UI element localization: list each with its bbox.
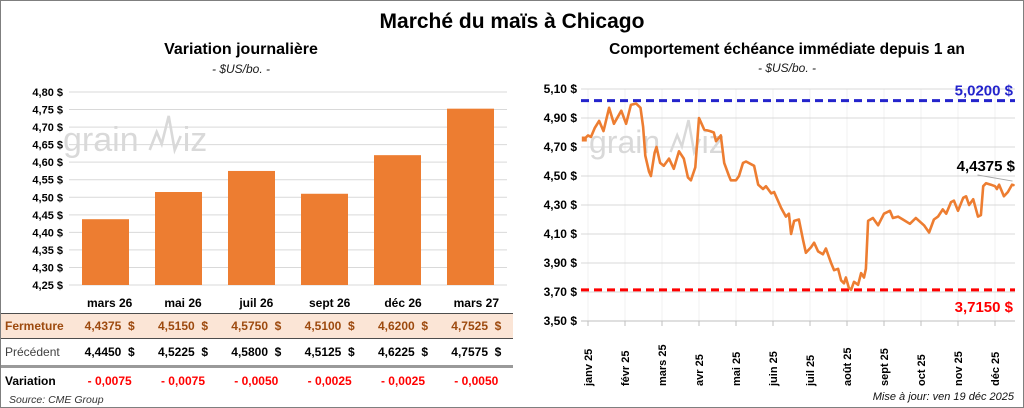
svg-text:4,70 $: 4,70 $ xyxy=(544,140,578,154)
svg-text:avr 25: avr 25 xyxy=(694,354,706,386)
variation-value: - 0,0025 xyxy=(380,373,426,388)
svg-text:sept 25: sept 25 xyxy=(879,348,891,386)
svg-text:4,30 $: 4,30 $ xyxy=(544,198,578,212)
row-label: Précédent xyxy=(5,345,60,359)
svg-text:4,55 $: 4,55 $ xyxy=(32,175,63,187)
line-start-marker xyxy=(581,136,587,142)
bar-mai 26 xyxy=(155,192,202,285)
daily-variation-bar-chart: 4,25 $ 4,30 $ 4,35 $ 4,40 $ 4,45 $ 4,50 $ 4,55… xyxy=(32,87,507,291)
precedent-value: 4,5225 $ xyxy=(157,345,209,359)
fermeture-value: 4,5150 $ xyxy=(157,319,209,333)
variation-value: - 0,0075 xyxy=(87,373,132,388)
svg-text:4,30 $: 4,30 $ xyxy=(32,262,63,274)
variation-value: - 0,0050 xyxy=(454,373,499,388)
svg-text:4,25 $: 4,25 $ xyxy=(32,280,63,291)
svg-text:oct 25: oct 25 xyxy=(916,354,928,386)
grainwiz-watermark: grain iz xyxy=(589,119,725,160)
svg-text:juin 25: juin 25 xyxy=(768,351,780,387)
column-header: mars 27 xyxy=(453,295,500,310)
svg-text:3,90 $: 3,90 $ xyxy=(544,256,578,270)
last-value-label: 4,4375 $ xyxy=(957,158,1016,175)
bars xyxy=(82,108,494,285)
svg-text:mai 25: mai 25 xyxy=(731,352,743,386)
bar-mars 27 xyxy=(447,108,494,285)
grainwiz-watermark: grain iz xyxy=(63,115,208,159)
fermeture-value: 4,5100 $ xyxy=(304,319,355,333)
svg-text:5,10 $: 5,10 $ xyxy=(544,82,578,96)
page-title: Marché du maïs à Chicago xyxy=(379,10,645,33)
bar-y-axis-labels: 4,25 $ 4,30 $ 4,35 $ 4,40 $ 4,45 $ 4,50 $ 4,55… xyxy=(32,87,63,291)
svg-text:janv 25: janv 25 xyxy=(583,349,595,387)
svg-text:4,75 $: 4,75 $ xyxy=(32,105,63,117)
column-header: juil 26 xyxy=(239,295,274,310)
svg-text:mars 25: mars 25 xyxy=(657,344,669,386)
variation-value: - 0,0050 xyxy=(234,373,279,388)
svg-text:4,10 $: 4,10 $ xyxy=(544,227,578,241)
bar-sept 26 xyxy=(301,193,348,285)
table-header-row: mars 26 mai 26 juil 26 sept 26 déc 26 mars 27 xyxy=(1,292,513,313)
svg-text:4,70 $: 4,70 $ xyxy=(32,122,63,134)
price-line xyxy=(582,102,1015,292)
column-header: sept 26 xyxy=(308,295,351,310)
source-note: Source: CME Group xyxy=(9,394,104,406)
line-gridlines xyxy=(581,88,1015,322)
bar-chart-title: Variation journalière xyxy=(164,41,318,58)
table-row-variation: Variation - 0,0075 - 0,0075 - 0,0050 - 0,002… xyxy=(1,368,513,393)
svg-text:nov 25: nov 25 xyxy=(953,351,965,386)
bar-gridlines xyxy=(69,91,507,286)
table-row-fermeture: Fermeture 4,4375 $ 4,5150 $ 4,5750 $ 4,5100 … xyxy=(1,313,513,339)
svg-text:févr 25: févr 25 xyxy=(620,351,632,386)
precedent-value: 4,4450 $ xyxy=(84,345,135,359)
svg-text:4,65 $: 4,65 $ xyxy=(32,140,63,152)
fermeture-value: 4,5750 $ xyxy=(231,319,282,333)
front-month-line-chart: 3,50 $ 3,70 $ 3,90 $ 4,10 $ 4,30 $ 4,50 $ 4,70… xyxy=(544,82,1016,387)
column-header: déc 26 xyxy=(384,295,422,310)
column-header: mai 26 xyxy=(164,295,202,310)
bar-chart-subtitle: - $US/bo. - xyxy=(211,62,271,76)
svg-text:grain: grain xyxy=(589,124,660,160)
precedent-value: 4,5125 $ xyxy=(304,345,355,359)
last-value-leader-line xyxy=(977,174,1013,182)
precedent-value: 4,7575 $ xyxy=(451,345,502,359)
svg-text:4,35 $: 4,35 $ xyxy=(32,245,63,257)
row-label: Variation xyxy=(5,373,56,388)
svg-text:4,90 $: 4,90 $ xyxy=(544,111,578,125)
svg-text:iz: iz xyxy=(183,121,208,159)
svg-text:juil 25: juil 25 xyxy=(805,355,817,387)
bar-juil 26 xyxy=(228,170,275,285)
row-label: Fermeture xyxy=(5,319,64,333)
svg-text:août 25: août 25 xyxy=(842,347,854,386)
svg-text:4,60 $: 4,60 $ xyxy=(32,157,63,169)
table-row-precedent: Précédent 4,4450 $ 4,5225 $ 4,5800 $ 4,5125 … xyxy=(1,339,513,368)
svg-text:4,40 $: 4,40 $ xyxy=(32,227,63,239)
svg-text:4,50 $: 4,50 $ xyxy=(32,192,63,204)
precedent-value: 4,6225 $ xyxy=(377,345,429,359)
bar-mars 26 xyxy=(82,219,129,285)
fermeture-value: 4,7525 $ xyxy=(451,319,502,333)
svg-text:4,45 $: 4,45 $ xyxy=(32,210,63,222)
svg-text:déc 25: déc 25 xyxy=(990,352,1002,386)
svg-text:iz: iz xyxy=(702,124,725,160)
fermeture-value: 4,4375 $ xyxy=(84,319,135,333)
svg-text:4,50 $: 4,50 $ xyxy=(544,169,578,183)
ref-label-high: 5,0200 $ xyxy=(955,83,1014,100)
futures-table: mars 26 mai 26 juil 26 sept 26 déc 26 mars 27… xyxy=(1,292,513,393)
precedent-value: 4,5800 $ xyxy=(231,345,282,359)
update-note: Mise à jour: ven 19 déc 2025 xyxy=(872,391,1014,403)
column-header: mars 26 xyxy=(86,295,133,310)
svg-text:3,50 $: 3,50 $ xyxy=(544,314,578,328)
line-x-axis: janv 25 févr 25 mars 25 avr 25 mai 25 juin 25… xyxy=(581,320,1015,387)
bar-déc 26 xyxy=(374,155,421,285)
variation-value: - 0,0025 xyxy=(307,373,352,388)
variation-value: - 0,0075 xyxy=(160,373,206,388)
line-y-axis-labels: 3,50 $ 3,70 $ 3,90 $ 4,10 $ 4,30 $ 4,50 $ 4,70… xyxy=(544,82,578,328)
svg-text:4,80 $: 4,80 $ xyxy=(32,87,63,99)
line-chart-title: Comportement échéance immédiate depuis 1… xyxy=(609,41,965,58)
svg-text:grain: grain xyxy=(63,121,139,159)
svg-text:3,70 $: 3,70 $ xyxy=(544,285,578,299)
fermeture-value: 4,6200 $ xyxy=(377,319,429,333)
ref-label-low: 3,7150 $ xyxy=(955,299,1014,316)
line-chart-subtitle: - $US/bo. - xyxy=(757,61,817,75)
